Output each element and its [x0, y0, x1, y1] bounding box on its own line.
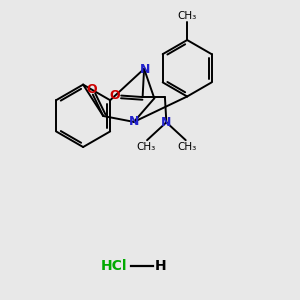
Text: H: H: [154, 259, 166, 273]
Text: CH₃: CH₃: [178, 142, 197, 152]
Text: N: N: [140, 63, 150, 76]
Text: N: N: [129, 115, 140, 128]
Text: CH₃: CH₃: [178, 11, 197, 21]
Text: O: O: [110, 89, 120, 102]
Text: N: N: [161, 116, 172, 129]
Text: CH₃: CH₃: [136, 142, 155, 152]
Text: O: O: [87, 83, 97, 96]
Text: HCl: HCl: [101, 259, 128, 273]
